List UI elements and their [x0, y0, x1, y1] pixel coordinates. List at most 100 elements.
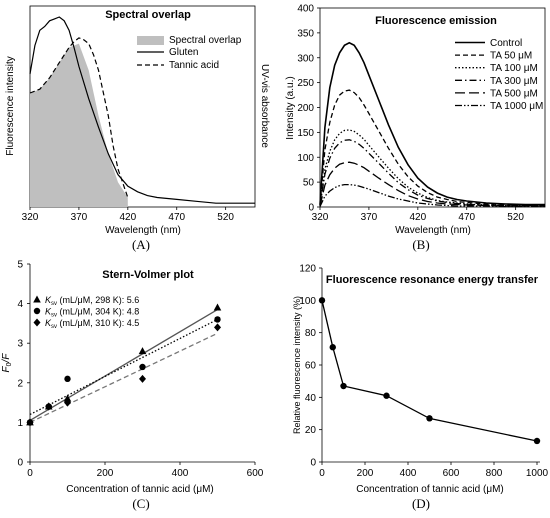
data-point [340, 382, 347, 390]
y-tick-label: 200 [297, 103, 314, 114]
x-axis-label: Wavelength (nm) [105, 225, 181, 236]
legend-label: Control [490, 38, 522, 49]
legend-label: Ksv (mL/μM, 298 K): 5.6 [45, 295, 139, 307]
y-axis-label-left: Fluorescence intensity [5, 56, 16, 156]
trend-line-1 [29, 308, 218, 421]
y-tick-label: 120 [299, 264, 316, 275]
y-tick-label: 0 [308, 203, 314, 214]
x-tick-label: 520 [507, 212, 524, 223]
legend-label: Ksv (mL/μM, 304 K): 4.8 [45, 307, 139, 319]
x-tick-label: 0 [319, 468, 325, 479]
y-tick-label: 4 [17, 299, 23, 310]
data-point [383, 392, 390, 399]
y-tick-label: 250 [297, 78, 314, 89]
y-tick-label: 50 [303, 178, 315, 189]
y-tick-label: 150 [297, 128, 314, 139]
data-point [426, 415, 433, 422]
data-point [139, 363, 146, 371]
data-point [26, 418, 34, 427]
data-point [64, 375, 71, 383]
chart-title: Fluorescence resonance energy transfer [326, 274, 539, 286]
x-tick-label: 370 [71, 212, 88, 223]
data-point [213, 303, 222, 311]
x-tick-label: 320 [22, 212, 39, 223]
legend-label: Tannic acid [169, 60, 219, 71]
legend-label: TA 50 μM [490, 51, 532, 62]
x-tick-label: 400 [172, 468, 189, 479]
series-line [321, 300, 538, 442]
series-line-2 [319, 89, 545, 206]
legend-label: Gluten [169, 47, 198, 58]
data-point [214, 323, 221, 332]
data-point [214, 316, 221, 323]
legend-label: TA 1000 μM [490, 101, 543, 112]
y-tick-label: 3 [17, 339, 23, 350]
x-tick-label: 600 [443, 468, 460, 479]
series-line-3 [319, 129, 545, 207]
x-tick-label: 800 [486, 468, 503, 479]
series-line-4 [319, 139, 545, 207]
data-point [63, 394, 72, 402]
x-tick-label: 420 [409, 212, 426, 223]
trend-line-3 [29, 332, 218, 423]
y-tick-label: 0 [17, 458, 23, 469]
panel-label: (B) [412, 237, 429, 252]
y-tick-label: 20 [305, 425, 317, 436]
x-axis-label: Wavelength (nm) [395, 225, 471, 236]
x-axis-label: Concentration of tannic acid (μM) [356, 484, 504, 495]
x-tick-label: 200 [97, 468, 114, 479]
legend-marker [33, 295, 41, 303]
legend-marker [33, 318, 41, 327]
y-tick-label: 400 [297, 4, 314, 15]
x-tick-label: 420 [119, 212, 136, 223]
data-point [64, 398, 71, 407]
legend-label: Ksv (mL/μM, 310 K): 4.5 [45, 318, 139, 330]
series-line-1 [29, 16, 255, 204]
legend-label: TA 100 μM [490, 63, 538, 74]
y-tick-label: 40 [305, 393, 317, 404]
chart-title: Fluorescence emission [375, 15, 497, 27]
y-tick-label: 5 [17, 260, 23, 271]
chart-b: 0 50 100 150 200 250 300 350 400 320 370 420 470 520 F… [285, 4, 546, 252]
series-line-2 [29, 37, 129, 198]
panel-label: (A) [132, 237, 150, 252]
chart-c: 0 1 2 3 4 5 0 200 400 600 Stern-Volmer plot Concent… [1, 260, 264, 512]
series-line-6 [319, 183, 545, 208]
y-axis-label-right: UV-vis absorbance [259, 64, 270, 148]
y-tick-label: 80 [305, 328, 317, 339]
x-tick-label: 320 [312, 212, 329, 223]
y-tick-label: 2 [17, 378, 23, 389]
data-point [318, 297, 326, 304]
y-tick-label: 60 [305, 361, 317, 372]
data-point [533, 437, 541, 445]
legend-marker [33, 307, 41, 315]
x-tick-label: 520 [217, 212, 234, 223]
x-tick-label: 0 [27, 468, 33, 479]
y-tick-label: 100 [297, 153, 314, 164]
trend-line-2 [29, 318, 218, 416]
y-tick-label: 0 [310, 458, 316, 469]
x-axis-label: Concentration of tannic acid (μM) [66, 484, 214, 495]
chart-title: Spectral overlap [105, 9, 191, 21]
x-tick-label: 200 [357, 468, 374, 479]
chart-a: 320 370 420 470 520 Spectral overlap Wavelengt… [5, 5, 270, 252]
y-axis-label: F0/F [1, 353, 13, 373]
x-tick-label: 370 [361, 212, 378, 223]
x-tick-label: 1000 [526, 468, 549, 479]
y-tick-label: 100 [299, 296, 316, 307]
legend-label: TA 500 μM [490, 88, 538, 99]
data-point [138, 347, 147, 355]
chart-title: Stern-Volmer plot [102, 269, 194, 281]
legend-label: Spectral overlap [169, 35, 242, 46]
data-point [139, 374, 146, 383]
y-axis-label: Relative fluorescence intensity (%) [292, 296, 302, 434]
data-point [329, 344, 336, 351]
y-tick-label: 350 [297, 28, 314, 39]
x-tick-label: 470 [168, 212, 185, 223]
legend-label: TA 300 μM [490, 76, 538, 87]
series-line-1 [319, 41, 545, 206]
x-tick-label: 400 [400, 468, 417, 479]
y-tick-label: 1 [17, 418, 23, 429]
panel-label: (C) [132, 496, 149, 511]
x-tick-label: 470 [458, 212, 475, 223]
